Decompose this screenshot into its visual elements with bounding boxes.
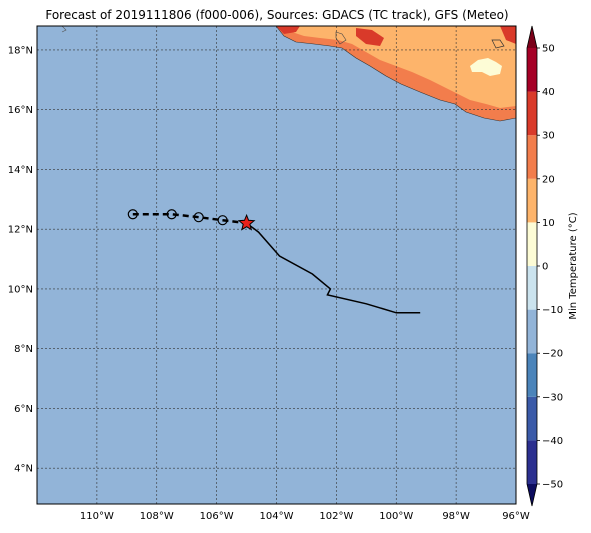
colorbar-band	[527, 309, 537, 354]
latitude-tick-label: 18°N	[8, 45, 33, 56]
colorbar-tick-label: −10	[542, 305, 563, 316]
latitude-tick-label: 10°N	[8, 284, 33, 295]
colorbar-band	[527, 178, 537, 223]
current-position-star-icon	[237, 213, 256, 231]
latitude-tick-label: 14°N	[8, 165, 33, 176]
latitude-axis: 4°N 6°N 8°N 10°N 12°N 14°N 16°N 18°N	[8, 45, 33, 474]
colorbar-band	[527, 135, 537, 179]
latitude-tick-label: 4°N	[14, 464, 33, 475]
colorbar-tick-label: 0	[542, 262, 548, 273]
forecast-position-marker	[166, 209, 177, 220]
land-hotter-zone	[356, 28, 384, 46]
colorbar-band	[527, 353, 537, 397]
land-warm-zone	[286, 26, 516, 108]
longitude-tick-label: 96°W	[502, 511, 530, 522]
ocean-background	[37, 26, 516, 504]
past-track-line	[246, 222, 421, 314]
colorbar-over-arrow	[527, 26, 537, 48]
latitude-tick-label: 12°N	[8, 225, 33, 236]
latitude-tick-label: 6°N	[14, 404, 33, 415]
colorbar-tick-label: 10	[542, 218, 555, 229]
colorbar-band	[527, 440, 537, 484]
longitude-tick-label: 108°W	[140, 511, 174, 522]
colorbar-tick-label: 40	[542, 87, 555, 98]
map-area	[37, 26, 516, 504]
colorbar-tick-label: −30	[542, 392, 563, 403]
colorbar-band	[527, 222, 537, 266]
longitude-tick-label: 110°W	[80, 511, 114, 522]
colorbar-tick-label: −40	[542, 436, 563, 447]
plot-title: Forecast of 2019111806 (f000-006), Sourc…	[45, 8, 508, 22]
map-frame	[36, 25, 517, 505]
colorbar-tick-label: 50	[542, 44, 555, 55]
longitude-tick-label: 102°W	[319, 511, 353, 522]
longitude-tick-label: 98°W	[442, 511, 470, 522]
land-mild-zone	[470, 58, 502, 76]
longitude-tick-label: 104°W	[260, 511, 294, 522]
colorbar-under-arrow	[527, 484, 537, 506]
colorbar-band	[527, 91, 537, 136]
colorbar-label: Min Temperature (°C)	[568, 212, 579, 319]
forecast-track-line	[132, 212, 247, 225]
colorbar-band	[527, 266, 537, 310]
colorbar-tick-label: −20	[542, 349, 563, 360]
forecast-position-marker	[193, 212, 204, 223]
latitude-tick-label: 8°N	[14, 344, 33, 355]
land-hotter-zone	[500, 26, 516, 44]
forecast-position-marker	[127, 209, 138, 220]
coastline	[61, 26, 516, 122]
colorbar-band	[527, 396, 537, 441]
land-hotter-zone	[276, 26, 300, 34]
colorbar-tick-label: 30	[542, 131, 555, 142]
forecast-position-marker	[217, 215, 228, 226]
land-mass	[276, 26, 516, 121]
colorbar-tick-label: 20	[542, 174, 555, 185]
colorbar-band	[527, 48, 537, 92]
longitude-axis: 110°W 108°W 106°W 104°W 102°W 100°W 98°W 96°W	[80, 511, 530, 522]
longitude-tick-label: 100°W	[379, 511, 413, 522]
longitude-tick-label: 106°W	[200, 511, 234, 522]
colorbar: 50 40 30 20 10 0 −10 −20 −30 −40 −50	[526, 25, 563, 507]
colorbar-tick-label: −50	[542, 480, 563, 491]
latitude-tick-label: 16°N	[8, 105, 33, 116]
storm-track-layer	[127, 209, 421, 314]
